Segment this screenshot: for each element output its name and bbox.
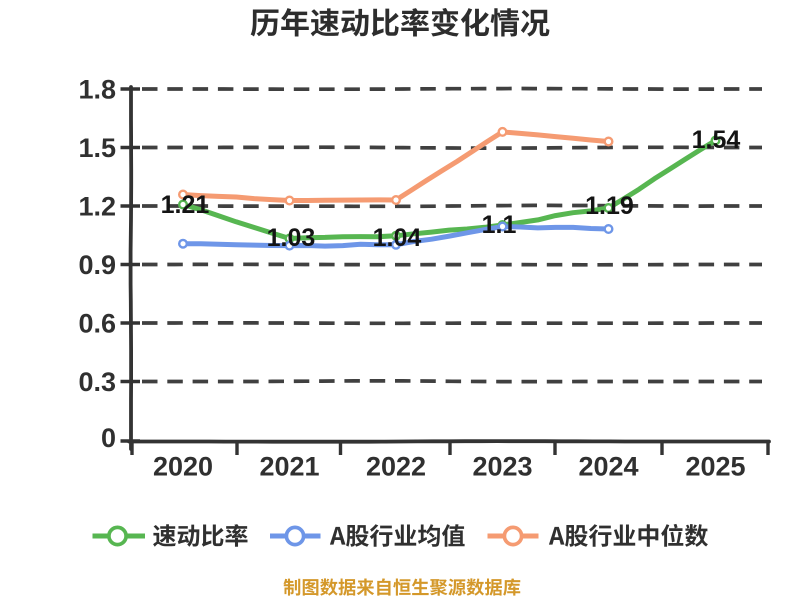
- svg-text:0.3: 0.3: [78, 367, 116, 397]
- svg-text:1.5: 1.5: [78, 133, 116, 163]
- svg-text:1.21: 1.21: [161, 191, 210, 219]
- svg-text:2023: 2023: [472, 452, 532, 482]
- svg-text:1.19: 1.19: [585, 192, 634, 220]
- svg-text:0.9: 0.9: [78, 250, 116, 280]
- svg-text:2020: 2020: [153, 452, 213, 482]
- svg-text:1.8: 1.8: [78, 75, 116, 105]
- svg-text:1.03: 1.03: [267, 224, 316, 252]
- svg-text:2022: 2022: [366, 452, 426, 482]
- svg-text:2021: 2021: [259, 452, 319, 482]
- svg-text:0: 0: [101, 423, 116, 453]
- svg-text:1.54: 1.54: [692, 126, 741, 154]
- svg-text:1.2: 1.2: [78, 192, 116, 222]
- svg-text:1.1: 1.1: [482, 211, 517, 239]
- svg-text:1.04: 1.04: [373, 224, 422, 252]
- svg-text:2025: 2025: [685, 452, 745, 482]
- svg-text:2024: 2024: [578, 452, 638, 482]
- svg-text:0.6: 0.6: [78, 309, 116, 339]
